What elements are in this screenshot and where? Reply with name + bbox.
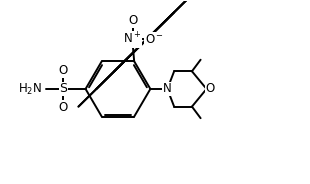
Text: S: S [59, 82, 67, 95]
Text: H$_2$N: H$_2$N [18, 81, 42, 96]
Text: N: N [163, 82, 172, 95]
Text: O: O [59, 64, 68, 77]
Text: N$^+$: N$^+$ [123, 32, 142, 47]
Text: O$^-$: O$^-$ [145, 33, 164, 46]
Text: O: O [128, 14, 137, 27]
Text: O: O [206, 82, 215, 95]
Text: O: O [59, 101, 68, 114]
